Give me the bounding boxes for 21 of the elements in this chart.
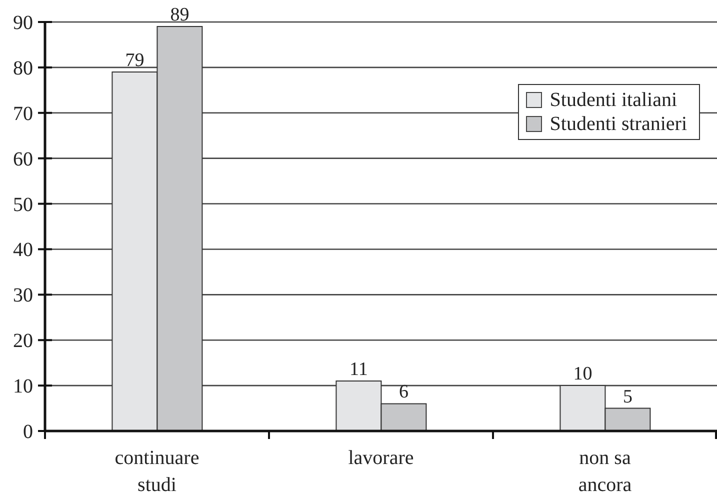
- y-tick-label: 60: [13, 148, 33, 170]
- data-label: 89: [170, 4, 190, 26]
- x-tick-label: lavorare: [348, 447, 414, 469]
- y-tick-label: 30: [13, 284, 33, 307]
- legend-label: Studenti stranieri: [550, 112, 687, 136]
- data-label: 79: [125, 50, 144, 71]
- y-tick-label: 80: [13, 57, 33, 80]
- y-tick-label: 70: [13, 102, 33, 125]
- y-tick-label: 50: [13, 194, 33, 216]
- data-label: 6: [398, 382, 408, 403]
- y-tick-label: 90: [13, 12, 33, 34]
- y-tick-label: 10: [13, 376, 33, 398]
- data-label: 11: [350, 359, 368, 380]
- y-tick-label: 0: [23, 421, 33, 443]
- y-tick-label: 40: [13, 239, 33, 262]
- data-label: 10: [573, 364, 592, 385]
- data-label: 5: [622, 386, 632, 408]
- x-tick-label: continuare studi: [114, 447, 200, 494]
- x-tick-label: non sa ancora: [578, 447, 632, 494]
- y-tick-label: 20: [13, 330, 33, 352]
- legend-label: Studenti italiani: [550, 88, 678, 112]
